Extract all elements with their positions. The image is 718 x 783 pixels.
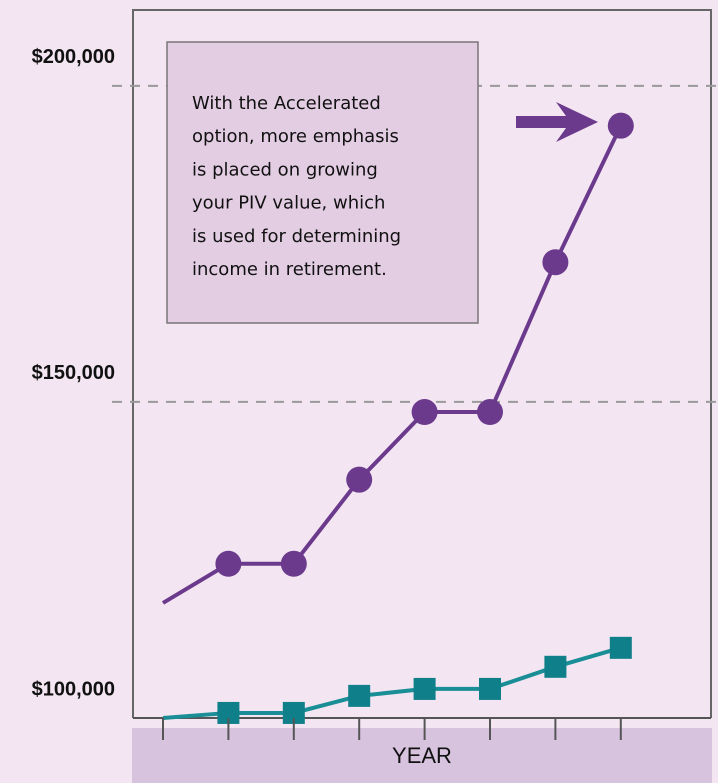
point xyxy=(609,636,632,659)
y-tick-label: $150,000 xyxy=(32,362,115,384)
point xyxy=(477,399,503,426)
y-tick-label: $100,000 xyxy=(32,678,115,700)
point xyxy=(348,684,371,707)
annotation-box xyxy=(166,41,479,324)
point xyxy=(411,399,438,426)
arrow xyxy=(516,102,598,142)
point xyxy=(282,701,305,724)
point xyxy=(217,701,240,724)
point xyxy=(542,249,569,276)
annotation-line: option, more emphasis xyxy=(192,126,399,147)
point xyxy=(544,655,567,678)
annotation-line: With the Accelerated xyxy=(192,93,381,114)
annotation-line: is placed on growing xyxy=(192,159,378,180)
annotation-line: your PIV value, which xyxy=(192,193,385,214)
annotation-line: is used for determining xyxy=(192,226,401,247)
point xyxy=(215,550,242,577)
point xyxy=(413,677,436,700)
plot-frame xyxy=(132,9,712,718)
y-tick-label: $200,000 xyxy=(32,46,115,68)
annotation-line: income in retirement. xyxy=(192,259,387,280)
point xyxy=(479,677,501,700)
point xyxy=(280,550,307,577)
x-axis-label: YEAR xyxy=(392,743,452,768)
point xyxy=(607,112,634,139)
point xyxy=(346,466,373,493)
